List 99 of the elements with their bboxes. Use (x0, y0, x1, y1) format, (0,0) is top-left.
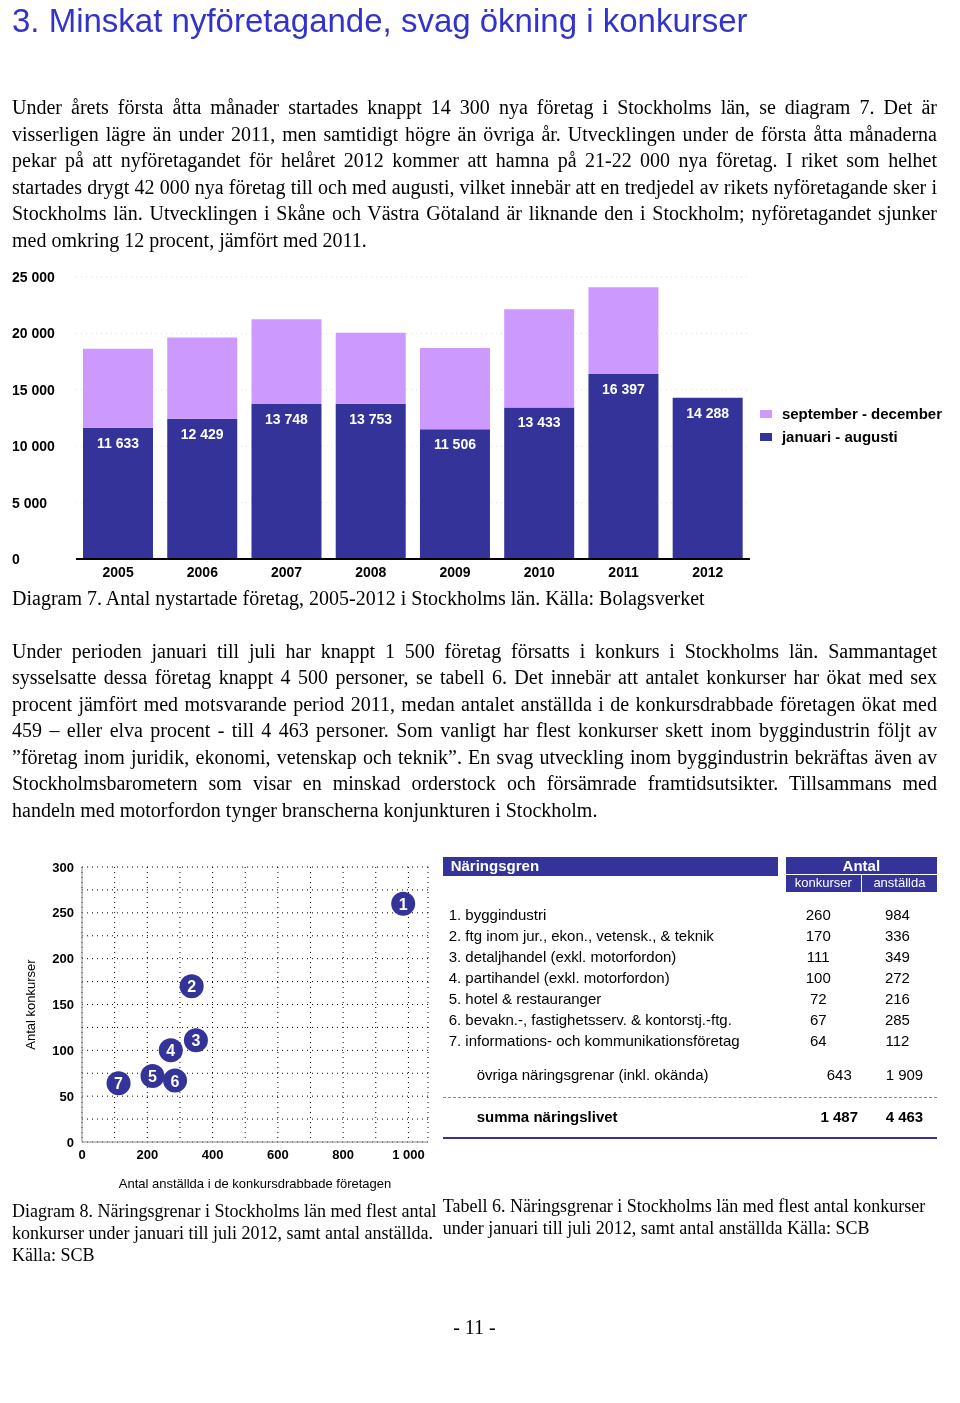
annotation: 1 (398, 895, 408, 913)
text: Diagram 8. Näringsgrenar i Stockholms län med flest antal konkurser under januari till juli 2012, samt antal anställda. Källa: SCB (12, 1200, 438, 1266)
text: Under perioden januari till juli har knappt 1 500 företag försatts i konkurs i Stockholms län. Sammantaget sysselsatte dessa företag knappt 4 500 personer, se tabell 6. Det innebär att antalet konkurser har ökat med sex procent jämfört med motsvarande period 2011, medan antalet anställda i de konkursdrabbade företagen ökat med 459 – eller elva procent - till 4 463 personer. Som vanligt har flest konkurser skett inom byggindustrin följt av ”företag inom juridik, ekonomi, vetenskap och teknik”. En svag utveckling inom byggindustrin bekräftas även av Stockholmsbarometern som visar en minskad orderstock och försämrade framtidsutsikter. Tillsammans med handeln med motorfordon tynger branscherna konjunkturen i Stockholm. (12, 638, 937, 823)
text: anställda (861, 875, 937, 892)
x-tick-label: 2008 (355, 563, 387, 580)
y-tick-label: 15 000 (12, 381, 56, 398)
y-tick-label: 5 000 (12, 494, 48, 511)
y-tick-label: 20 000 (12, 325, 56, 342)
y-tick-label: 150 (52, 997, 74, 1013)
text: konkurser (785, 875, 861, 892)
data-label: 14 288 (686, 404, 730, 421)
data-label: 72 (808, 990, 828, 1007)
annotation: 7 (114, 1075, 124, 1093)
x-tick-label: 2007 (271, 563, 303, 580)
bar (419, 429, 490, 559)
bar (83, 348, 153, 428)
category-label: 1. byggindustri (447, 906, 548, 923)
legend-label: januari - augusti (781, 428, 898, 445)
x-tick-label: 2012 (692, 563, 724, 580)
text: Diagram 7. Antal nystartade företag, 2005-2012 i Stockholms län. Källa: Bolagsverket (12, 586, 706, 612)
bar (672, 397, 743, 559)
annotation: 2 (187, 978, 197, 996)
y-tick-label: 100 (52, 1042, 74, 1058)
x-tick-label: 800 (332, 1147, 354, 1163)
data-label: 100 (804, 969, 832, 986)
data-label: 111 (805, 948, 831, 965)
category-label: 2. ftg inom jur., ekon., vetensk., & teknik (447, 927, 715, 944)
x-tick-label: 2010 (523, 563, 556, 580)
bar (83, 427, 153, 559)
data-label: 216 (883, 990, 911, 1007)
data-label: 285 (883, 1011, 911, 1028)
bar (167, 418, 238, 559)
y-tick-label: 200 (52, 951, 74, 967)
category-label: summa näringslivet (475, 1108, 619, 1125)
bar (251, 403, 322, 559)
y-axis-title: Antal konkurser (22, 958, 38, 1050)
bar (504, 309, 575, 408)
x-axis-title: Antal anställda i de konkursdrabbade företagen (118, 1176, 392, 1191)
data-label: 13 433 (517, 414, 561, 431)
category-label: 6. bevakn.-, fastighetsserv. & kontorstj.-ftg. (447, 1011, 733, 1028)
annotation: 5 (148, 1068, 158, 1085)
category-label: 3. detaljhandel (exkl. motorfordon) (447, 948, 678, 965)
text: Tabell 6. Näringsgrenar i Stockholms län med flest antal konkurser under januari till juli 2012, samt antal anställda Källa: SCB (442, 1195, 927, 1239)
bar (588, 287, 659, 375)
category-label: 5. hotel & restauranger (447, 990, 603, 1007)
text: Under årets första åtta månader startades knappt 14 300 nya företag i Stockholms län, se diagram 7. Det är visserligen lägre än under 2011, men samtidigt högre än övriga år. Utvecklingen under de första åtta månaderna pekar på att nyföretagandet för helåret 2012 kommer att hamna på 21-22 000 nya företag. I riket som helhet startades drygt 42 000 nya företag till och med augusti, vilket innebär att en tredjedel av rikets nyföretagande sker i Stockholms län. Utvecklingen i Skåne och Västra Götaland är liknande den i Stockholm; nyföretagandet sjunker med omkring 12 procent, jämfört med 2011. (12, 95, 937, 253)
data-label: 272 (883, 969, 911, 986)
bar (335, 403, 406, 559)
y-tick-label: 50 (59, 1088, 74, 1104)
data-label: 1 487 (819, 1108, 860, 1125)
x-tick-label: 600 (267, 1147, 289, 1163)
x-tick-label: 2009 (439, 563, 471, 580)
x-tick-label: 2005 (102, 563, 134, 580)
x-tick-label: 0 (78, 1147, 86, 1163)
data-label: 64 (808, 1032, 828, 1049)
data-label: 11 633 (96, 434, 140, 451)
y-tick-label: 0 (66, 1134, 74, 1150)
data-label: 336 (883, 927, 911, 944)
data-label: 112 (884, 1032, 911, 1049)
bar (419, 348, 490, 430)
category-label: 7. informations- och kommunikationsföretag (447, 1032, 741, 1049)
data-label: 13 753 (349, 410, 393, 427)
bar (167, 337, 238, 419)
y-tick-label: 0 (12, 550, 20, 567)
data-label: 260 (804, 906, 832, 923)
chart-title: 3. Minskat nyföretagande, svag ökning i konkurser (12, 2, 749, 40)
x-tick-label: 2011 (608, 563, 639, 580)
data-label: 1 909 (884, 1066, 925, 1083)
data-label: 349 (883, 948, 911, 965)
y-tick-label: 10 000 (12, 438, 56, 455)
legend-label: september - december (781, 405, 942, 422)
bar (251, 319, 322, 404)
data-label: 170 (804, 927, 832, 944)
annotation: 6 (170, 1072, 180, 1090)
text: - 11 - (452, 1316, 497, 1339)
data-label: 11 506 (433, 436, 477, 453)
x-tick-label: 200 (136, 1147, 159, 1163)
x-tick-label: 2006 (186, 563, 219, 580)
y-tick-label: 250 (52, 905, 74, 921)
bar (504, 407, 575, 559)
annotation: 4 (166, 1042, 176, 1060)
data-label: 16 397 (602, 381, 646, 398)
text: Näringsgren (442, 857, 778, 876)
data-label: 643 (825, 1066, 853, 1083)
data-label: 984 (883, 906, 911, 923)
data-label: 13 748 (265, 410, 309, 427)
y-tick-label: 300 (52, 859, 74, 875)
category-label: övriga näringsgrenar (inkl. okända) (475, 1066, 710, 1083)
data-label: 4 463 (884, 1108, 925, 1125)
bar (588, 374, 659, 559)
y-tick-label: 25 000 (12, 268, 56, 285)
bar (335, 332, 406, 404)
x-tick-label: 400 (201, 1147, 224, 1163)
annotation: 3 (191, 1032, 201, 1050)
category-label: 4. partihandel (exkl. motorfordon) (447, 969, 671, 986)
legend-title: Antal (785, 857, 937, 874)
x-tick-label: 1 000 (392, 1147, 425, 1163)
data-label: 12 429 (180, 425, 224, 442)
data-label: 67 (808, 1011, 828, 1028)
